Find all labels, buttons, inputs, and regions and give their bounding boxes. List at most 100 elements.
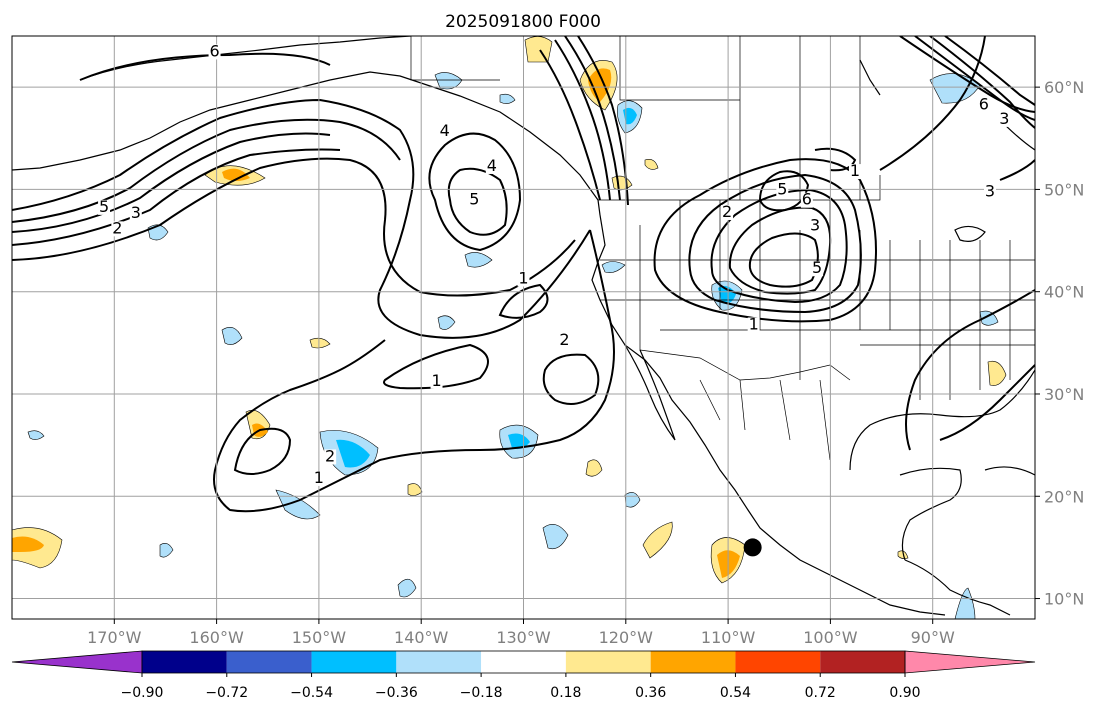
latitude-axis: 60°N 50°N 40°N 30°N 20°N 10°N: [1035, 78, 1084, 609]
contour-line-gulf: [905, 289, 1035, 451]
contour-line-6: [79, 52, 331, 81]
contour-line-us-hook: [758, 170, 810, 212]
contour-line-1: [12, 157, 576, 297]
contour-label: 2: [722, 202, 732, 221]
colorbar-extend-low: [11, 650, 143, 674]
contour-label-bg: [983, 184, 996, 200]
colorbar-tick-label: −0.54: [290, 685, 333, 701]
gulf-of-mexico-coast: [849, 369, 1035, 471]
yucatan-coast: [899, 467, 962, 561]
contour-label-bg: [208, 44, 221, 60]
colorbar-tick-label: −0.18: [460, 685, 503, 701]
cuba: [984, 466, 1035, 476]
contour-label-bg: [324, 449, 337, 465]
contour-line-outer-pac: [213, 229, 615, 513]
central-america: [904, 559, 1011, 616]
contour-line-2: [12, 148, 341, 246]
contour-label: 1: [518, 268, 528, 287]
contour-line-sw3: [542, 353, 600, 405]
contour-label: 2: [112, 218, 122, 237]
colorbar: −0.90 −0.72 −0.54 −0.36 −0.18 0.18 0.36 0.54 0.7…: [11, 650, 1036, 701]
lat-tick-label: 40°N: [1044, 283, 1084, 302]
negative-anomaly-area: [27, 430, 45, 440]
contour-label-bg: [430, 373, 443, 389]
colorbar-tick-label: 0.72: [805, 685, 836, 701]
anomaly-fills: [12, 36, 1007, 619]
lon-tick-label: 150°W: [292, 628, 347, 647]
alaska-coast: [12, 71, 601, 216]
contour-line-3: [12, 132, 331, 233]
contour-label: 6: [802, 190, 812, 209]
contour-label: 5: [812, 258, 822, 277]
contour-line-sw1: [383, 343, 489, 390]
contour-line-us-5: [748, 232, 819, 288]
negative-anomaly-area: [979, 310, 999, 326]
alaska-canada-border: [410, 36, 500, 81]
great-lakes: [954, 225, 986, 242]
contour-line-east-1: [879, 36, 986, 171]
figure-title: 2025091800 F000: [445, 12, 601, 32]
negative-anomaly-area: [499, 93, 516, 104]
contour-line-sw2: [498, 283, 549, 319]
contour-line-2c: [233, 427, 292, 475]
longitude-axis: 170°W 160°W 150°W 140°W 130°W 120°W 110°W 100°W…: [87, 619, 955, 647]
positive-anomaly-area: [642, 521, 673, 559]
colorbar-segment: [311, 651, 397, 673]
contour-label-bg: [800, 192, 813, 208]
contour-line-1c: [539, 36, 629, 206]
colorbar-outline: [141, 650, 906, 674]
colorbar-segment: [226, 651, 312, 673]
contour-label-bg: [776, 182, 789, 198]
negative-anomaly-area: [275, 489, 321, 520]
colorbar-tick-label: 0.36: [635, 685, 666, 701]
negative-anomaly-core: [623, 107, 637, 125]
lat-tick-label: 50°N: [1044, 180, 1084, 199]
contour-line-east-4: [929, 36, 1035, 129]
negative-anomaly-area: [397, 578, 417, 598]
contour-label: 2: [325, 446, 335, 465]
negative-anomaly-area: [601, 261, 626, 273]
contour-label: 3: [131, 203, 141, 222]
contour-line-east-6: [999, 159, 1035, 181]
contour-line-5b: [447, 167, 508, 236]
contour-label: 3: [999, 109, 1009, 128]
lon-tick-label: 100°W: [803, 628, 858, 647]
contour-label-bg: [312, 470, 325, 486]
colorbar-segment: [396, 651, 482, 673]
contour-line-us-hook2: [814, 147, 857, 172]
lon-tick-label: 140°W: [394, 628, 449, 647]
contour-label-bg: [98, 199, 111, 215]
negative-anomaly-area: [542, 523, 569, 549]
lon-tick-label: 110°W: [701, 628, 756, 647]
contour-label: 3: [985, 182, 995, 201]
contour-label: 4: [440, 121, 450, 140]
colorbar-tick-label: −0.72: [205, 685, 248, 701]
contour-line-gulf2: [939, 364, 1035, 441]
lat-tick-label: 20°N: [1044, 487, 1084, 506]
lon-tick-label: 160°W: [189, 628, 244, 647]
contour-label-bg: [129, 206, 142, 222]
negative-anomaly-area: [221, 327, 243, 345]
baja-california: [624, 344, 676, 441]
positive-anomaly-core: [588, 68, 612, 102]
contour-label: 1: [749, 315, 759, 334]
storm-center-marker: [743, 538, 762, 557]
lon-tick-label: 90°W: [911, 628, 955, 647]
negative-anomaly-area: [159, 543, 174, 558]
positive-anomaly-area: [585, 459, 603, 477]
colorbar-segment: [820, 651, 905, 673]
colorbar-tick-label: −0.36: [375, 685, 418, 701]
mexico-state-borders: [699, 379, 831, 461]
contour-label-bg: [558, 332, 571, 348]
contour-label-bg: [848, 164, 861, 180]
contour-label-bg: [438, 124, 451, 140]
contour-label: 1: [850, 161, 860, 180]
colorbar-segment: [565, 651, 651, 673]
contour-label-bg: [998, 111, 1011, 127]
colorbar-tick-label: 0.90: [889, 685, 920, 701]
contour-label-bg: [811, 261, 824, 277]
contour-label: 5: [469, 190, 479, 209]
negative-anomaly-area: [437, 315, 456, 330]
